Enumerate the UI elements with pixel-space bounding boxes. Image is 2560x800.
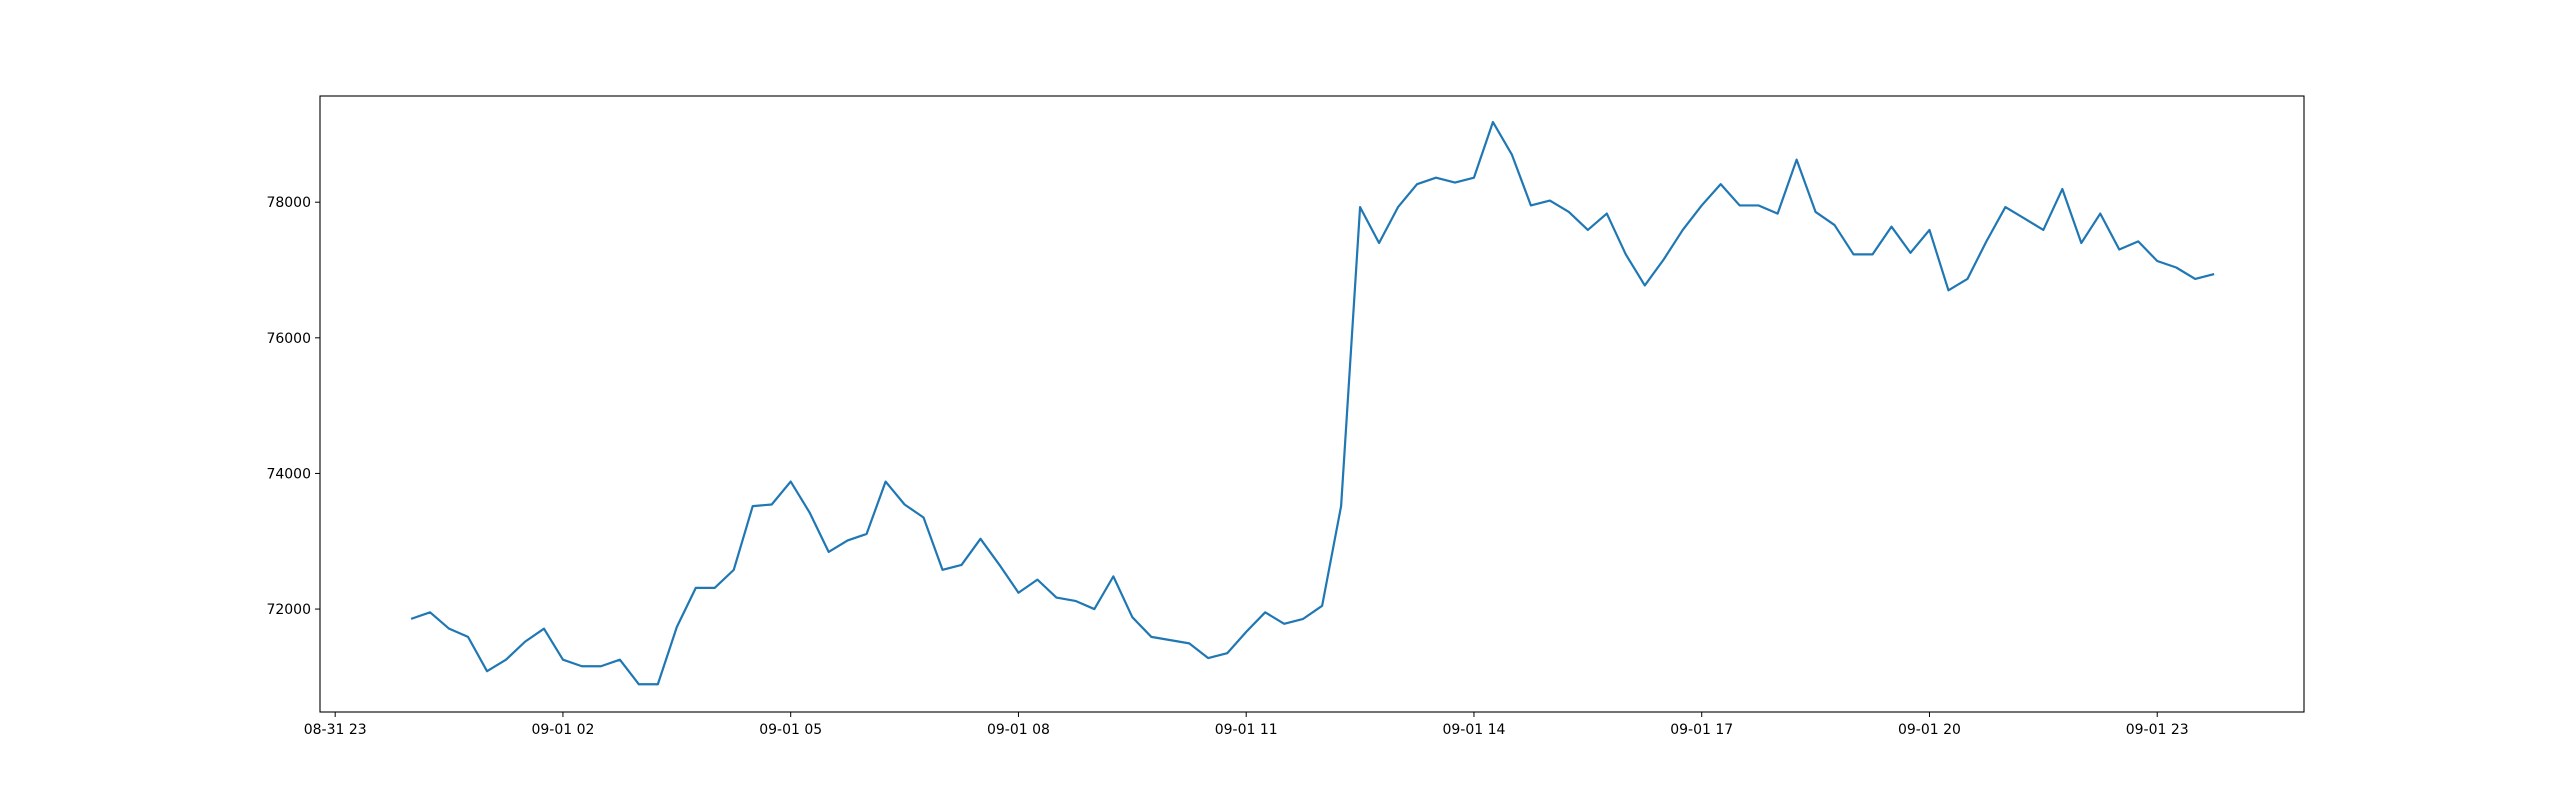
data-line xyxy=(410,120,2215,686)
x-tick-label: 09-01 23 xyxy=(2126,722,2189,738)
x-tick-label: 09-01 20 xyxy=(1898,722,1961,738)
x-tick-label: 09-01 11 xyxy=(1215,722,1278,738)
y-tick-label: 72000 xyxy=(266,602,311,618)
x-tick-label: 08-31 23 xyxy=(304,722,367,738)
plot-frame xyxy=(319,95,2305,713)
y-tick-label: 74000 xyxy=(266,466,311,482)
x-tick-label: 09-01 17 xyxy=(1670,722,1733,738)
x-tick-label: 09-01 14 xyxy=(1442,722,1505,738)
x-tick-label: 09-01 02 xyxy=(531,722,594,738)
x-tick-label: 09-01 05 xyxy=(759,722,822,738)
x-tick-label: 09-01 08 xyxy=(987,722,1050,738)
y-tick-label: 76000 xyxy=(266,331,311,347)
y-tick-label: 78000 xyxy=(266,195,311,211)
